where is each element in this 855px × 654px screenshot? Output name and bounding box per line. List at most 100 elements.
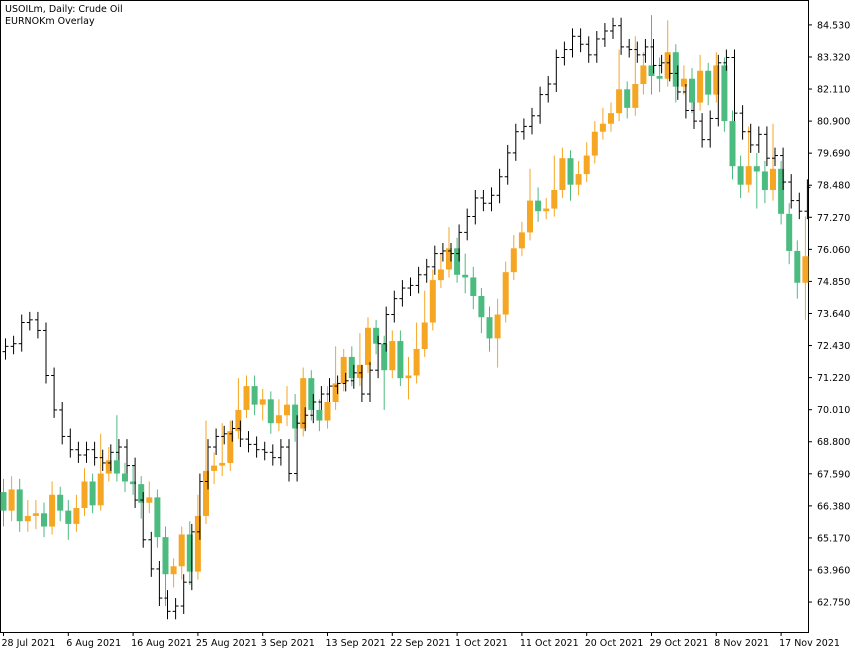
candle-body bbox=[640, 65, 647, 85]
candle-body bbox=[551, 189, 558, 209]
y-tick-label: 79.690 bbox=[817, 149, 850, 160]
y-tick-label: 74.850 bbox=[817, 277, 850, 288]
y-tick-label: 76.060 bbox=[817, 245, 850, 256]
candle-body bbox=[616, 89, 623, 114]
candle-body bbox=[162, 537, 169, 575]
candle-body bbox=[672, 52, 679, 87]
candle-body bbox=[510, 248, 517, 273]
candle-body bbox=[721, 65, 728, 122]
candle-body bbox=[113, 460, 120, 474]
candle-body bbox=[243, 386, 250, 410]
candle-body bbox=[389, 341, 396, 371]
y-tick-label: 62.750 bbox=[817, 598, 850, 609]
candle-body bbox=[65, 510, 72, 524]
y-tick-label: 72.430 bbox=[817, 341, 850, 352]
candle-body bbox=[97, 473, 104, 506]
y-tick-label: 80.900 bbox=[817, 117, 850, 128]
candle-body bbox=[32, 513, 39, 516]
y-tick-label: 83.320 bbox=[817, 52, 850, 63]
candle-body bbox=[81, 481, 88, 508]
candle-body bbox=[227, 431, 234, 463]
candle-body bbox=[608, 113, 614, 124]
candle-body bbox=[599, 123, 606, 132]
candle-body bbox=[591, 131, 598, 156]
candle-body bbox=[429, 280, 436, 323]
candle-body bbox=[470, 277, 477, 296]
candle-body bbox=[178, 534, 185, 567]
candle-body bbox=[802, 256, 809, 283]
x-tick-label: 17 Nov 2021 bbox=[779, 638, 840, 649]
candle-body bbox=[664, 52, 671, 79]
chart-subtitle: EURNOKm Overlay bbox=[5, 16, 95, 27]
y-tick-label: 70.010 bbox=[817, 405, 850, 416]
candle-body bbox=[154, 497, 161, 538]
y-tick-label: 67.590 bbox=[817, 469, 850, 480]
candle-body bbox=[786, 213, 793, 251]
candle-body bbox=[316, 409, 323, 421]
x-tick-label: 3 Sep 2021 bbox=[261, 638, 315, 649]
candle-body bbox=[16, 489, 23, 522]
candle-body bbox=[170, 566, 177, 575]
candle-body bbox=[275, 415, 282, 424]
candle-body bbox=[57, 494, 64, 511]
candle-body bbox=[794, 250, 801, 283]
y-tick-label: 73.640 bbox=[817, 309, 850, 320]
candle-body bbox=[494, 314, 501, 339]
candle-body bbox=[300, 378, 307, 429]
candle-body bbox=[486, 317, 493, 339]
candle-body bbox=[478, 295, 485, 318]
candle-body bbox=[186, 534, 193, 572]
candle-body bbox=[89, 481, 96, 506]
y-tick-label: 71.220 bbox=[817, 373, 850, 384]
candle-body bbox=[324, 401, 331, 421]
candle-body bbox=[624, 89, 631, 108]
candle-body bbox=[348, 356, 355, 379]
x-tick-label: 1 Oct 2021 bbox=[455, 638, 508, 649]
candle-body bbox=[49, 494, 56, 527]
candle-body bbox=[518, 232, 525, 249]
x-tick-label: 22 Sep 2021 bbox=[390, 638, 450, 649]
candle-body bbox=[130, 481, 137, 485]
plot-frame bbox=[0, 0, 809, 633]
candle-body bbox=[761, 171, 768, 190]
candle-body bbox=[583, 155, 590, 175]
candle-body bbox=[73, 507, 80, 524]
x-tick-label: 6 Aug 2021 bbox=[66, 638, 121, 649]
candle-body bbox=[527, 200, 533, 233]
candle-body bbox=[632, 84, 639, 108]
candle-body bbox=[462, 274, 469, 278]
candle-body bbox=[365, 327, 371, 365]
x-tick-label: 11 Oct 2021 bbox=[520, 638, 579, 649]
candle-body bbox=[332, 383, 339, 402]
candle-body bbox=[41, 513, 47, 527]
candle-body bbox=[454, 248, 461, 275]
candle-body bbox=[122, 473, 128, 482]
y-tick-label: 78.480 bbox=[817, 181, 850, 192]
candle-body bbox=[729, 121, 736, 167]
x-tick-label: 8 Nov 2021 bbox=[714, 638, 769, 649]
candle-body bbox=[235, 409, 242, 432]
candle-body bbox=[105, 460, 112, 474]
candle-body bbox=[397, 341, 404, 379]
candle-body bbox=[656, 76, 663, 79]
candle-body bbox=[0, 492, 7, 511]
candle-body bbox=[680, 78, 687, 87]
candle-body bbox=[211, 465, 218, 471]
candle-body bbox=[8, 489, 15, 511]
y-tick-label: 66.380 bbox=[817, 501, 850, 512]
candle-body bbox=[575, 174, 582, 185]
x-tick-label: 25 Aug 2021 bbox=[196, 638, 257, 649]
candle-body bbox=[292, 404, 299, 429]
candle-body bbox=[697, 70, 704, 103]
candle-body bbox=[567, 158, 574, 185]
candle-body bbox=[203, 470, 209, 516]
candle-body bbox=[356, 364, 363, 379]
y-tick-label: 65.170 bbox=[817, 533, 850, 544]
candle-body bbox=[421, 322, 428, 349]
candle-body bbox=[194, 515, 201, 572]
candle-body bbox=[737, 166, 744, 185]
candle-body bbox=[745, 166, 752, 185]
x-tick-label: 20 Oct 2021 bbox=[585, 638, 644, 649]
